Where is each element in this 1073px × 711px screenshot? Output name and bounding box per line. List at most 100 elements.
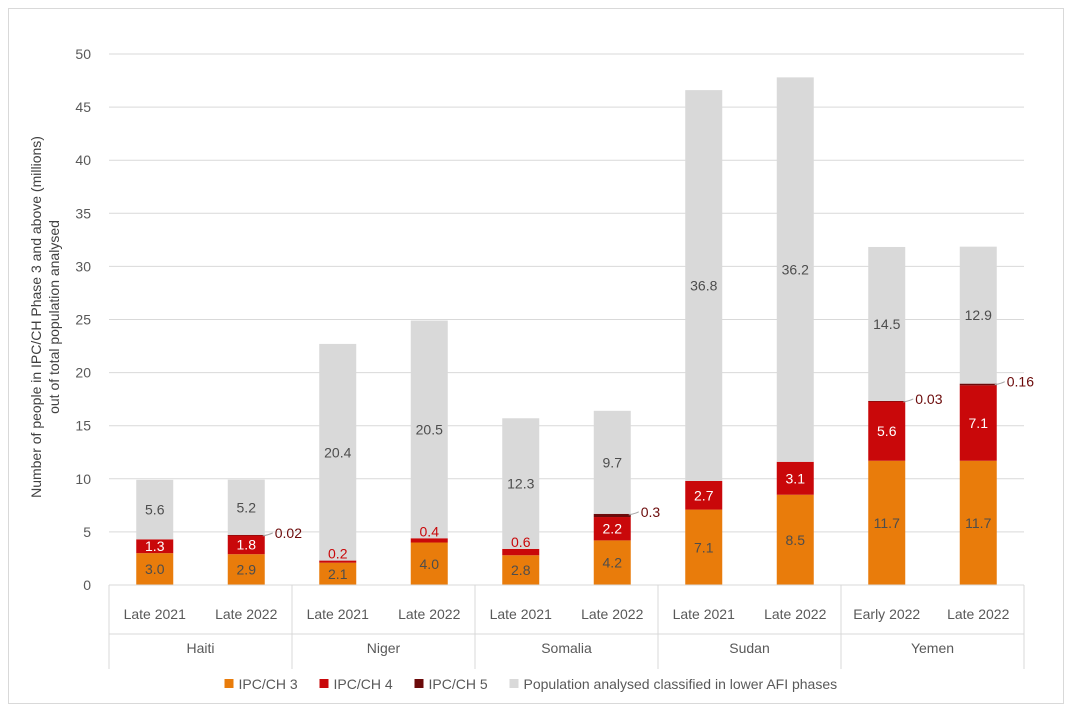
data-label: 0.4 xyxy=(420,523,440,539)
data-label: 1.8 xyxy=(237,537,257,553)
data-label: 4.2 xyxy=(603,555,623,571)
bar-segment xyxy=(136,539,174,554)
bar-segment xyxy=(868,400,906,402)
bar-segment xyxy=(959,246,997,384)
x-axis: Late 2021 Late 2022 Haiti Late 2021 Late 202… xyxy=(108,584,1025,669)
legend-swatch xyxy=(224,679,234,688)
y-tick-label: 50 xyxy=(75,46,91,62)
y-axis-ticks: 0 5 10 15 20 25 30 35 40 45 50 xyxy=(75,46,91,593)
callout-line xyxy=(628,511,639,516)
y-tick-label: 5 xyxy=(83,524,91,540)
data-label: 0.6 xyxy=(511,534,531,550)
data-label: 9.7 xyxy=(603,454,623,470)
data-label: 0.16 xyxy=(1007,374,1034,390)
data-label: 2.7 xyxy=(694,487,714,503)
data-label: 14.5 xyxy=(873,316,900,332)
data-label: 7.1 xyxy=(969,415,989,431)
bar-segment xyxy=(593,540,631,585)
callout-line xyxy=(994,381,1005,386)
y-axis-label-line1: Number of people in IPC/CH Phase 3 and a… xyxy=(28,136,44,498)
legend-swatch xyxy=(509,679,519,688)
data-label: 11.7 xyxy=(874,515,900,531)
bar-segment xyxy=(868,460,906,585)
bar-segment xyxy=(410,538,448,543)
legend-swatch xyxy=(414,679,424,688)
bar-segment xyxy=(776,77,814,462)
x-group-label: Yemen xyxy=(911,640,954,656)
bar-segment xyxy=(319,560,357,563)
x-tick-label: Late 2021 xyxy=(673,606,735,622)
bar-segment xyxy=(868,401,906,461)
data-label: 2.2 xyxy=(603,521,623,537)
bar-segment xyxy=(227,534,265,536)
data-label: 2.8 xyxy=(511,562,531,578)
x-tick-label: Late 2022 xyxy=(215,606,277,622)
bar-segment xyxy=(502,418,540,549)
bar-segment xyxy=(227,554,265,585)
bar-segment xyxy=(776,461,814,495)
bar-segment xyxy=(685,480,723,510)
legend-swatch xyxy=(319,679,329,688)
x-group-label: Haiti xyxy=(186,640,214,656)
data-label: 2.1 xyxy=(328,566,348,582)
data-label: 12.9 xyxy=(965,307,992,323)
data-label: 0.03 xyxy=(915,391,942,407)
y-tick-label: 15 xyxy=(75,418,91,434)
bar-segment xyxy=(685,90,723,481)
y-tick-label: 0 xyxy=(83,577,91,593)
bar-segment xyxy=(593,517,631,541)
bar-segment xyxy=(593,513,631,518)
bar-segment xyxy=(410,542,448,585)
y-axis-label-line2: out of total population analysed xyxy=(46,220,62,414)
bar-segment xyxy=(959,460,997,585)
bar-segment xyxy=(776,494,814,585)
bar-segment xyxy=(319,562,357,585)
data-label: 4.0 xyxy=(420,556,440,572)
x-tick-label: Late 2021 xyxy=(307,606,369,622)
stacked-bar-chart: 0 5 10 15 20 25 30 35 40 45 50 3.0 1.3 5.6 2.9 1.8 0.02… xyxy=(28,46,1034,692)
legend: IPC/CH 3 IPC/CH 4 IPC/CH 5 Population analy… xyxy=(224,676,838,692)
y-tick-label: 40 xyxy=(75,152,91,168)
bar-segment xyxy=(410,320,448,539)
legend-label: IPC/CH 3 xyxy=(239,676,298,692)
bar-segment xyxy=(868,246,906,401)
y-tick-label: 20 xyxy=(75,365,91,381)
bar-segment xyxy=(959,383,997,386)
bar-segment xyxy=(593,410,631,514)
bar-segment xyxy=(227,535,265,555)
y-tick-label: 10 xyxy=(75,471,91,487)
x-group-label: Sudan xyxy=(729,640,769,656)
callout-line xyxy=(262,532,273,537)
data-label: 36.8 xyxy=(690,278,717,294)
data-labels: 3.0 1.3 5.6 2.9 1.8 0.02 5.2 2.1 0.2 20.4 4.0 0.4 20… xyxy=(145,262,1034,582)
data-label: 1.3 xyxy=(145,538,165,554)
x-tick-label: Late 2022 xyxy=(764,606,826,622)
x-tick-label: Early 2022 xyxy=(853,606,920,622)
data-label: 12.3 xyxy=(507,476,534,492)
x-tick-label: Late 2022 xyxy=(398,606,460,622)
data-label: 3.1 xyxy=(786,470,806,486)
bar-segment xyxy=(227,479,265,535)
data-label: 0.3 xyxy=(641,504,661,520)
legend-label: Population analysed classified in lower … xyxy=(524,676,838,692)
x-group-label: Somalia xyxy=(541,640,592,656)
bar-segment xyxy=(136,553,174,585)
data-label: 36.2 xyxy=(782,262,809,278)
data-label: 0.2 xyxy=(328,546,348,562)
bar-segment xyxy=(502,555,540,585)
bar-segment xyxy=(685,509,723,585)
x-tick-label: Late 2021 xyxy=(124,606,186,622)
bar-segment xyxy=(319,343,357,561)
data-label: 7.1 xyxy=(694,539,714,555)
y-tick-label: 25 xyxy=(75,312,91,328)
data-label: 11.7 xyxy=(965,515,991,531)
data-label: 5.2 xyxy=(237,499,257,515)
x-tick-label: Late 2021 xyxy=(490,606,552,622)
y-tick-label: 30 xyxy=(75,258,91,274)
x-tick-label: Late 2022 xyxy=(947,606,1009,622)
y-tick-label: 35 xyxy=(75,205,91,221)
data-label: 20.5 xyxy=(416,421,443,437)
legend-label: IPC/CH 5 xyxy=(429,676,488,692)
x-tick-label: Late 2022 xyxy=(581,606,643,622)
data-label: 20.4 xyxy=(324,444,351,460)
